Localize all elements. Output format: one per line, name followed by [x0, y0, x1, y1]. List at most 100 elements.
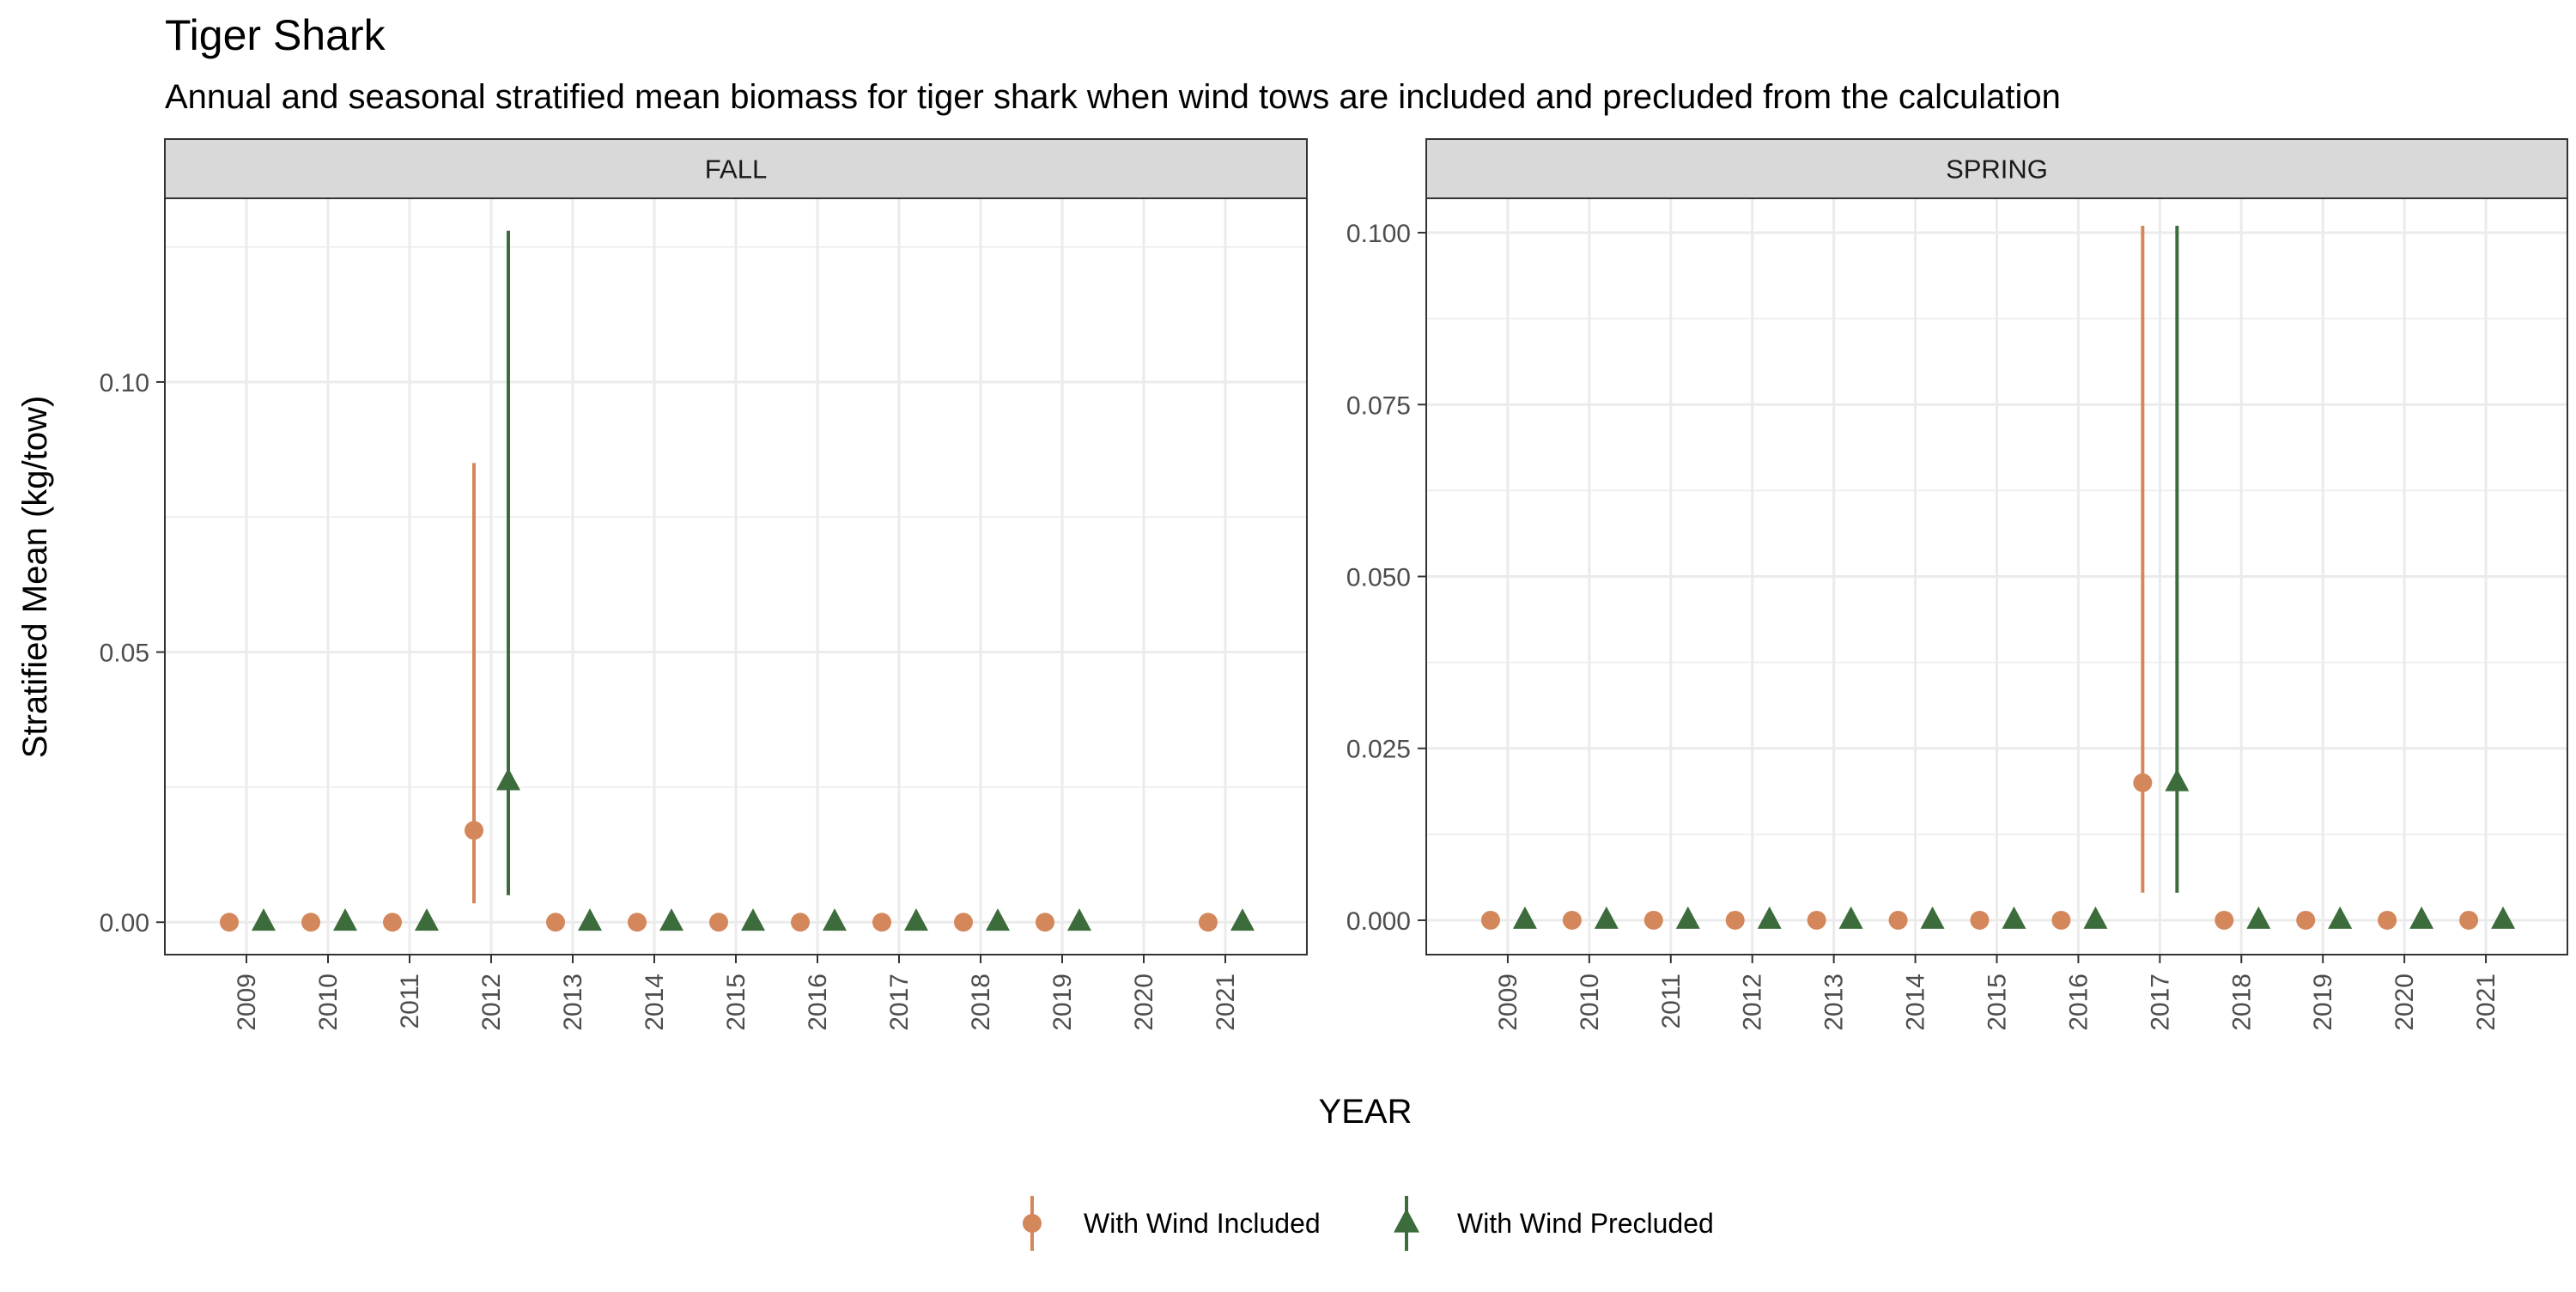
data-point-precluded	[1594, 906, 1619, 929]
data-point-precluded	[986, 908, 1010, 931]
y-tick-label: 0.025	[1346, 736, 1411, 764]
x-tick-label: 2015	[1984, 974, 2012, 1031]
data-point-included	[628, 913, 647, 932]
data-point-precluded	[2083, 906, 2108, 929]
panel-border	[1425, 197, 2568, 955]
y-tick-label: 0.050	[1346, 564, 1411, 592]
x-tick-label: 2016	[804, 974, 832, 1031]
data-point-precluded	[1838, 906, 1863, 929]
data-point-precluded	[252, 908, 276, 931]
legend-label: With Wind Precluded	[1457, 1208, 1714, 1239]
x-tick-label: 2015	[722, 974, 750, 1031]
data-point-precluded	[2409, 906, 2434, 929]
y-tick-label: 0.000	[1346, 907, 1411, 936]
x-tick-label: 2013	[559, 974, 587, 1031]
x-tick-label: 2020	[2391, 974, 2419, 1031]
data-point-included	[465, 821, 483, 840]
data-point-included	[383, 913, 402, 932]
data-point-included	[301, 913, 320, 932]
data-point-precluded	[1757, 906, 1782, 929]
data-point-included	[2133, 773, 2153, 792]
x-tick-label: 2021	[1212, 974, 1240, 1031]
data-point-included	[1725, 910, 1745, 930]
x-tick-label: 2009	[233, 974, 261, 1031]
y-tick-label: 0.075	[1346, 391, 1411, 420]
panel-fall: 0.00 0.05 0.10 2009 2010 2011 2012 2013 2014 2015…	[100, 138, 1308, 1031]
facet-strip-label: FALL	[705, 155, 767, 185]
x-tick-label: 2014	[1902, 974, 1930, 1031]
x-tick-label: 2017	[885, 974, 914, 1031]
panel-spring: 0.000 0.025 0.050 0.075 0.100 2009 2010 2011 201…	[1346, 138, 2568, 1031]
y-tick-label: 0.100	[1346, 220, 1411, 248]
facet-strip	[164, 138, 1308, 199]
x-tick-label: 2018	[967, 974, 995, 1031]
data-point-precluded	[578, 908, 602, 931]
y-tick-label: 0.05	[100, 640, 149, 668]
data-point-precluded	[415, 908, 439, 931]
x-tick-label: 2013	[1820, 974, 1849, 1031]
data-point-included	[2051, 910, 2071, 930]
data-point-precluded	[904, 908, 928, 931]
chart-subtitle: Annual and seasonal stratified mean biom…	[165, 78, 2061, 116]
data-point-precluded	[1675, 906, 1700, 929]
data-point-precluded	[2002, 906, 2026, 929]
x-tick-label: 2012	[1739, 974, 1767, 1031]
data-point-precluded	[2165, 768, 2190, 792]
data-point-included	[1036, 913, 1054, 932]
x-tick-label: 2019	[1048, 974, 1077, 1031]
legend-label: With Wind Included	[1084, 1208, 1321, 1239]
chart-title: Tiger Shark	[165, 11, 386, 59]
legend-key-triangle	[1394, 1208, 1419, 1233]
data-point-included	[2296, 910, 2316, 930]
y-tick-label: 0.10	[100, 369, 149, 397]
data-point-included	[1643, 910, 1663, 930]
y-axis-label: Stratified Mean (kg/tow)	[16, 396, 54, 758]
data-point-precluded	[659, 908, 683, 931]
data-point-included	[220, 913, 239, 932]
data-point-included	[1807, 910, 1826, 930]
x-tick-label: 2010	[1576, 974, 1604, 1031]
data-point-included	[2378, 910, 2397, 930]
data-point-precluded	[1920, 906, 1945, 929]
data-point-precluded	[1230, 908, 1255, 931]
data-point-precluded	[2491, 906, 2516, 929]
panels-group: 0.00 0.05 0.10 2009 2010 2011 2012 2013 2014 2015…	[100, 138, 2568, 1031]
legend-key-circle	[1023, 1214, 1042, 1233]
x-tick-label: 2011	[396, 974, 424, 1029]
x-tick-label: 2018	[2227, 974, 2256, 1031]
data-point-included	[709, 913, 728, 932]
x-tick-label: 2021	[2472, 974, 2500, 1031]
x-tick-label: 2009	[1494, 974, 1522, 1031]
panel-border	[164, 197, 1308, 955]
data-point-precluded	[2328, 906, 2353, 929]
x-tick-label: 2011	[1657, 974, 1686, 1029]
x-tick-label: 2016	[2064, 974, 2093, 1031]
y-tick-label: 0.00	[100, 909, 149, 937]
data-point-included	[954, 913, 973, 932]
legend-item-precluded: With Wind Precluded	[1394, 1196, 1714, 1251]
x-tick-label: 2017	[2146, 974, 2174, 1031]
facet-strip	[1425, 138, 2568, 199]
data-point-precluded	[741, 908, 765, 931]
data-point-precluded	[2246, 906, 2271, 929]
data-point-included	[546, 913, 565, 932]
x-tick-label: 2019	[2309, 974, 2337, 1031]
x-axis-label: YEAR	[1319, 1093, 1413, 1131]
legend-item-included: With Wind Included	[1023, 1196, 1321, 1251]
data-point-precluded	[1067, 908, 1091, 931]
legend: With Wind Included With Wind Precluded	[1023, 1196, 1714, 1251]
data-point-precluded	[496, 767, 520, 791]
data-point-precluded	[823, 908, 847, 931]
data-point-included	[872, 913, 891, 932]
x-tick-label: 2010	[314, 974, 343, 1031]
x-tick-label: 2014	[641, 974, 669, 1031]
data-point-included	[791, 913, 810, 932]
data-point-included	[1199, 913, 1218, 932]
x-tick-label: 2012	[477, 974, 506, 1031]
x-tick-label: 2020	[1130, 974, 1158, 1031]
data-point-included	[2459, 910, 2479, 930]
data-point-included	[1480, 910, 1500, 930]
data-point-included	[2215, 910, 2234, 930]
